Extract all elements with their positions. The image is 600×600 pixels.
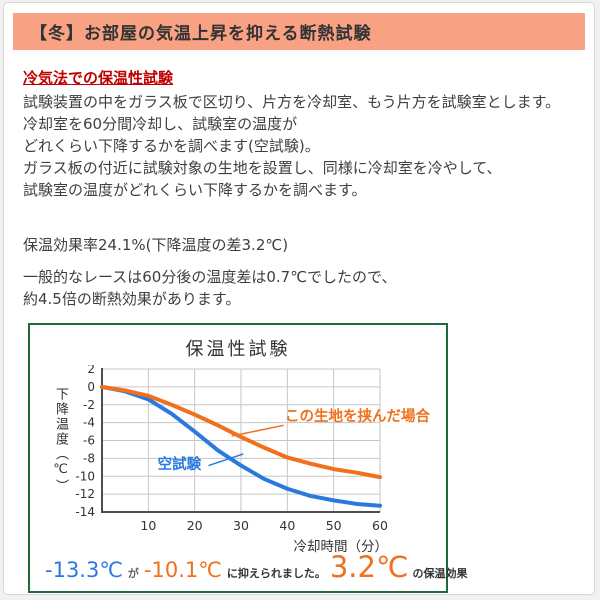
svg-text:0: 0 bbox=[87, 380, 95, 394]
description-line-1: 試験装置の中をガラス板で区切り、片方を冷却室、もう片方を試験室とします。 bbox=[23, 93, 561, 111]
chart-y-axis-label: 下降温度（℃） bbox=[53, 387, 68, 494]
svg-text:-8: -8 bbox=[83, 451, 95, 465]
page-card: 【冬】お部屋の気温上昇を抑える断熱試験 冷気法での保温性試験 試験装置の中をガラ… bbox=[3, 2, 595, 595]
content-area: 冷気法での保温性試験 試験装置の中をガラス板で区切り、片方を冷却室、もう片方を試… bbox=[4, 67, 594, 593]
page-title: 【冬】お部屋の気温上昇を抑える断熱試験 bbox=[30, 24, 372, 44]
svg-text:20: 20 bbox=[187, 518, 203, 533]
svg-text:10: 10 bbox=[140, 518, 156, 533]
summary-particle: が bbox=[127, 567, 139, 580]
svg-text:-4: -4 bbox=[83, 416, 95, 430]
svg-text:-14: -14 bbox=[75, 505, 95, 519]
svg-text:-6: -6 bbox=[83, 434, 95, 448]
svg-text:2: 2 bbox=[87, 365, 95, 376]
svg-text:空試験: 空試験 bbox=[158, 455, 202, 473]
summary-cold-value: -13.3℃ bbox=[45, 558, 123, 582]
description-line-2: 冷却室を60分間冷却し、試験室の温度が bbox=[23, 115, 298, 133]
comparison-line-2: 約4.5倍の断熱効果があります。 bbox=[23, 290, 241, 308]
description-line-4: ガラス板の付近に試験対象の生地を設置し、同様に冷却室を冷やして、 bbox=[23, 159, 502, 177]
description-line-3: どれくらい下降するかを調べます(空試験)。 bbox=[23, 137, 320, 155]
description-line-5: 試験室の温度がどれくらい下降するかを調べます。 bbox=[23, 181, 367, 199]
summary-diff-value: 3.2℃ bbox=[329, 550, 409, 584]
svg-text:この生地を挟んだ場合: この生地を挟んだ場合 bbox=[285, 407, 430, 425]
svg-text:40: 40 bbox=[279, 518, 295, 533]
result-text: 保温効果率24.1%(下降温度の差3.2℃) bbox=[23, 236, 289, 254]
svg-text:-12: -12 bbox=[75, 487, 95, 501]
svg-text:50: 50 bbox=[326, 518, 342, 533]
summary-suppressed-value: -10.1℃ bbox=[143, 558, 222, 582]
test-description: 試験装置の中をガラス板で区切り、片方を冷却室、もう片方を試験室とします。 冷却室… bbox=[23, 91, 574, 201]
comparison-text: 一般的なレースは60分後の温度差は0.7℃でしたので、 約4.5倍の断熱効果があ… bbox=[23, 266, 574, 310]
summary-suffix-text: の保温効果 bbox=[412, 567, 468, 580]
summary-middle-text: に抑えられました。 bbox=[226, 567, 326, 580]
page-title-bar: 【冬】お部屋の気温上昇を抑える断熱試験 bbox=[13, 13, 585, 50]
svg-text:60: 60 bbox=[372, 518, 388, 533]
section-heading: 冷気法での保温性試験 bbox=[23, 69, 174, 87]
svg-text:-2: -2 bbox=[83, 398, 95, 412]
chart-title: 保温性試験 bbox=[185, 339, 291, 360]
chart-panel: 保温性試験 下降温度（℃） 2 0 -2 -4 -6 -8 -10 -12 -14 10 20 30 4… bbox=[28, 323, 468, 593]
summary-row: -13.3℃ が -10.1℃ に抑えられました。 3.2℃ の保温効果 bbox=[45, 550, 468, 584]
comparison-line-1: 一般的なレースは60分後の温度差は0.7℃でしたので、 bbox=[23, 268, 397, 286]
svg-text:-10: -10 bbox=[75, 469, 95, 483]
svg-text:冷却時間（分）: 冷却時間（分） bbox=[294, 539, 389, 555]
svg-text:30: 30 bbox=[233, 518, 249, 533]
